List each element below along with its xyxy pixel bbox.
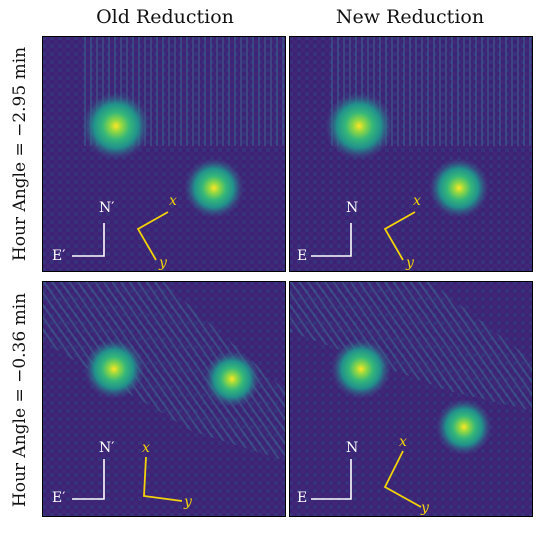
- column-title-new-reduction: New Reduction: [335, 6, 485, 28]
- y-axis-label: y: [159, 255, 167, 271]
- star-secondary: [204, 351, 260, 407]
- star-secondary: [184, 158, 244, 218]
- star-secondary: [429, 158, 489, 218]
- star-primary: [82, 92, 150, 160]
- panel-new-bottom: N E x y: [289, 281, 533, 517]
- detector-axes: [136, 211, 169, 261]
- east-label: E: [297, 248, 308, 264]
- detector-axes: [383, 211, 416, 261]
- y-axis-label: y: [184, 494, 192, 510]
- image-old-bottom: [42, 281, 286, 517]
- image-new-top: [289, 36, 533, 272]
- east-label: E′: [52, 490, 66, 506]
- star-secondary: [436, 399, 492, 455]
- x-axis-label: x: [142, 440, 150, 456]
- x-axis-label: x: [169, 193, 177, 209]
- image-old-top: [42, 36, 286, 272]
- north-label: N′: [99, 200, 115, 216]
- compass-arrows: [72, 459, 105, 500]
- image-new-bottom: [289, 281, 533, 517]
- star-primary: [325, 92, 393, 160]
- row-title-top: Hour Angle = −2.95 min: [10, 46, 30, 262]
- panel-new-top: N E x y: [289, 36, 533, 272]
- compass-arrows: [311, 223, 352, 257]
- detector-axes: [143, 456, 183, 502]
- north-label: N: [346, 200, 359, 216]
- north-label: N: [346, 440, 359, 456]
- y-axis-label: y: [421, 500, 429, 516]
- east-label: E: [297, 490, 308, 506]
- column-title-old-reduction: Old Reduction: [96, 6, 234, 28]
- compass-arrows: [311, 459, 352, 500]
- compass-arrows: [72, 223, 105, 257]
- row-title-bottom: Hour Angle = −0.36 min: [10, 292, 30, 508]
- panel-old-bottom: N′ E′ x y: [42, 281, 286, 517]
- east-label: E′: [52, 248, 66, 264]
- y-axis-label: y: [406, 255, 414, 271]
- north-label: N′: [99, 440, 115, 456]
- x-axis-label: x: [413, 193, 421, 209]
- panel-old-top: N′ E′ x y: [42, 36, 286, 272]
- x-axis-label: x: [399, 434, 407, 450]
- star-primary: [331, 339, 391, 399]
- detector-axes: [383, 450, 422, 508]
- star-primary: [84, 339, 144, 399]
